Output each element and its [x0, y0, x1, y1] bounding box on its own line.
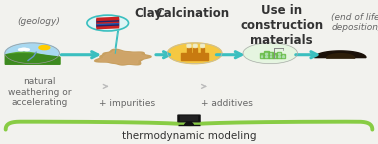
Polygon shape [181, 53, 208, 59]
Text: + additives: + additives [201, 99, 253, 108]
Polygon shape [314, 51, 366, 58]
FancyBboxPatch shape [178, 115, 200, 122]
Text: (geology): (geology) [17, 17, 60, 26]
Text: Use in
construction
materials: Use in construction materials [240, 4, 323, 47]
Bar [261, 56, 262, 57]
Bar [270, 56, 271, 57]
Polygon shape [184, 122, 194, 125]
Circle shape [167, 43, 222, 64]
Circle shape [201, 44, 204, 46]
Bar [278, 53, 280, 54]
FancyBboxPatch shape [180, 116, 198, 121]
Circle shape [187, 44, 191, 46]
Circle shape [193, 46, 197, 48]
Circle shape [5, 43, 59, 64]
Polygon shape [193, 48, 197, 53]
Polygon shape [273, 53, 277, 58]
Circle shape [21, 48, 27, 50]
Text: Clay: Clay [134, 7, 162, 20]
Circle shape [87, 15, 129, 31]
Polygon shape [95, 49, 151, 65]
Circle shape [187, 45, 191, 47]
Polygon shape [269, 52, 273, 58]
Circle shape [39, 46, 50, 50]
Circle shape [201, 46, 204, 48]
Bar [278, 56, 280, 57]
Circle shape [193, 44, 197, 46]
Bar [274, 56, 276, 57]
Text: Calcination: Calcination [156, 7, 230, 20]
Bar [282, 56, 284, 57]
Circle shape [19, 49, 24, 51]
Text: + impurities: + impurities [99, 99, 155, 108]
Polygon shape [281, 54, 285, 58]
Circle shape [187, 46, 191, 48]
Polygon shape [264, 51, 269, 58]
Circle shape [201, 45, 204, 47]
Circle shape [193, 45, 197, 47]
Text: natural
weathering or
accelerating: natural weathering or accelerating [8, 77, 71, 107]
Bar [270, 53, 271, 54]
Polygon shape [99, 51, 147, 64]
Bar [265, 56, 267, 57]
Polygon shape [201, 48, 204, 53]
Text: (end of life/
deposition): (end of life/ deposition) [332, 13, 378, 32]
Polygon shape [260, 53, 264, 58]
Polygon shape [277, 52, 281, 58]
Polygon shape [187, 48, 191, 53]
Text: thermodynamic modeling: thermodynamic modeling [122, 131, 256, 141]
Circle shape [24, 49, 29, 51]
Circle shape [243, 43, 297, 64]
Bar [265, 53, 267, 54]
